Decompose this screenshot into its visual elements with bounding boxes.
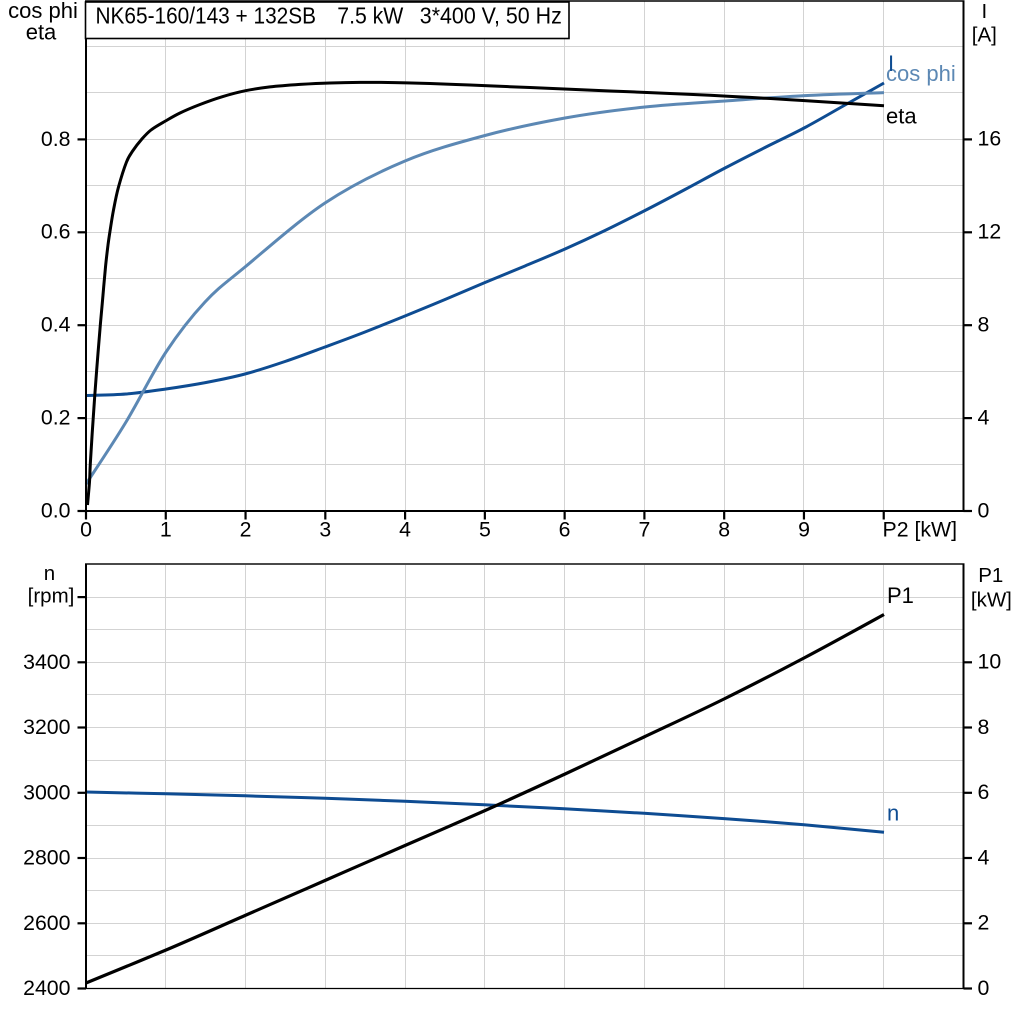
svg-text:n: n — [44, 562, 55, 585]
svg-text:8: 8 — [978, 313, 990, 337]
svg-text:6: 6 — [559, 518, 571, 542]
svg-text:5: 5 — [479, 518, 491, 542]
svg-text:2400: 2400 — [23, 976, 71, 1000]
svg-text:8: 8 — [978, 715, 990, 739]
svg-text:0: 0 — [80, 518, 92, 542]
svg-text:n: n — [887, 801, 899, 826]
svg-text:eta: eta — [26, 20, 57, 45]
svg-text:0.2: 0.2 — [41, 406, 71, 430]
svg-text:I: I — [981, 0, 987, 23]
svg-text:0.6: 0.6 — [41, 220, 71, 244]
svg-text:[rpm]: [rpm] — [28, 585, 75, 608]
svg-text:3: 3 — [319, 518, 331, 542]
svg-text:6: 6 — [978, 780, 990, 804]
svg-text:8: 8 — [718, 518, 730, 542]
svg-text:1: 1 — [160, 518, 172, 542]
svg-text:2600: 2600 — [23, 911, 71, 935]
svg-text:cos phi: cos phi — [886, 61, 956, 86]
svg-text:10: 10 — [978, 650, 1002, 674]
svg-text:3200: 3200 — [23, 715, 71, 739]
svg-text:7: 7 — [638, 518, 650, 542]
svg-text:P1: P1 — [978, 564, 1003, 587]
svg-text:cos phi: cos phi — [8, 0, 78, 23]
svg-text:0.0: 0.0 — [41, 498, 71, 522]
svg-text:3400: 3400 — [23, 650, 71, 674]
svg-text:0: 0 — [978, 498, 990, 522]
svg-text:P1: P1 — [887, 583, 914, 608]
svg-text:9: 9 — [798, 518, 810, 542]
svg-text:[A]: [A] — [972, 24, 997, 47]
svg-text:4: 4 — [399, 518, 411, 542]
svg-text:NK65-160/143 + 132SB: NK65-160/143 + 132SB — [96, 3, 317, 29]
svg-text:7.5 kW: 7.5 kW — [337, 3, 403, 29]
svg-text:P2 [kW]: P2 [kW] — [883, 518, 958, 542]
svg-text:eta: eta — [886, 103, 917, 128]
svg-text:0.4: 0.4 — [41, 313, 71, 337]
svg-text:16: 16 — [978, 127, 1002, 151]
svg-text:2800: 2800 — [23, 846, 71, 870]
svg-text:I: I — [888, 51, 894, 76]
svg-text:4: 4 — [978, 405, 990, 429]
svg-text:2: 2 — [240, 518, 252, 542]
svg-text:0: 0 — [978, 976, 990, 1000]
svg-text:[kW]: [kW] — [971, 588, 1012, 611]
svg-text:4: 4 — [978, 845, 990, 869]
svg-text:0.8: 0.8 — [41, 127, 71, 151]
svg-text:3000: 3000 — [23, 780, 71, 804]
svg-text:3*400 V, 50 Hz: 3*400 V, 50 Hz — [420, 3, 562, 29]
svg-text:2: 2 — [978, 911, 990, 935]
svg-text:12: 12 — [978, 220, 1002, 244]
